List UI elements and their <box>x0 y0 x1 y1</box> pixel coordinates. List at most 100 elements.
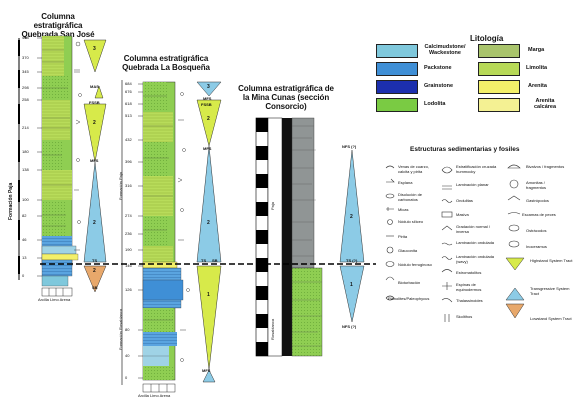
swatch-lodolita <box>376 98 418 112</box>
col1-symbols <box>74 41 82 251</box>
struct-c2-9: Thalassinoides <box>456 298 483 303</box>
tract-lst-label: Lowstand System Tract <box>530 316 572 321</box>
swatch-packstone <box>376 62 418 76</box>
swatch-limolita <box>478 62 520 76</box>
struct-c1-8: Bioturbación <box>398 280 421 285</box>
struct-c2-7: Estromatolitos <box>456 270 482 275</box>
col1-surf-ts: TS <box>92 258 98 263</box>
struct-c2-6: Laminación ondulada (wavy) <box>456 254 495 264</box>
tract-legend-shapes <box>505 257 525 319</box>
col1-surf-fssb: FSSB <box>89 100 100 105</box>
col1-tick-100: 100 <box>22 197 29 202</box>
struct-c1-6: Glauconita <box>398 248 418 253</box>
col1-surf-sb: SB <box>92 285 98 290</box>
col2-tickmarks <box>138 83 143 379</box>
col2-tick-40: 40 <box>125 353 130 358</box>
col2-tick-396: 396 <box>125 159 132 164</box>
col2-tick-236: 236 <box>125 231 132 236</box>
struct-c2-10: Skolithos <box>456 314 473 319</box>
label-grainstone: Grainstone <box>424 83 454 89</box>
col3-formation-rosablanca: Rosablanca <box>270 318 275 340</box>
struct-c2-5: Laminación ondulada <box>456 240 495 245</box>
col1-tick-82: 82 <box>22 213 27 218</box>
legend-title: Litología <box>470 34 504 43</box>
col1-footer-label: Arcilla Limo Arena <box>38 297 71 302</box>
col3-tri-2: 2 <box>350 214 353 220</box>
label-packstone: Packstone <box>424 65 452 71</box>
col3-surf-nfs-top: NFS (?) <box>342 144 357 149</box>
struct-c3-0: Bivalvos / fragmentos <box>526 164 565 169</box>
col2-surf-mfs2: MFS <box>203 146 212 151</box>
col2-tick-684: 684 <box>125 81 132 86</box>
col2-tick-274: 274 <box>125 213 132 218</box>
col2-formation-rosablanca: Formación Rosablanca <box>118 308 123 350</box>
col3-tri-1: 1 <box>350 282 353 288</box>
struct-c3-2: Gastrópodos <box>526 198 549 203</box>
tract-hst-label: Highstand System Tract <box>530 258 573 263</box>
col1-triangles <box>83 39 107 293</box>
struct-c1-4: Nódulo silíceo <box>398 219 424 224</box>
col2-tick-513: 513 <box>125 113 132 118</box>
struct-c2-1: Laminación planar <box>456 182 489 187</box>
col1-tick-298: 298 <box>22 85 29 90</box>
col1-tri-2a: 2 <box>93 120 96 126</box>
struct-c3-3: Escamas de peces <box>522 212 556 217</box>
swatch-calcimudstone <box>376 44 418 58</box>
col1-scale <box>18 38 20 280</box>
col2-tick-146: 146 <box>125 263 132 268</box>
col1-tick-46: 46 <box>22 237 27 242</box>
structure-symbols <box>385 164 521 322</box>
col2-tick-316: 316 <box>125 183 132 188</box>
col1-lithology <box>41 35 79 287</box>
col1-tick-13: 13 <box>22 255 27 260</box>
col2-tick-0: 0 <box>125 375 128 380</box>
col2-lithology <box>142 81 184 381</box>
col1-tri-3: 3 <box>93 46 96 52</box>
col1-tick-180: 180 <box>22 149 29 154</box>
col2-formation-paja: Formación Paja <box>118 171 123 200</box>
struct-c1-7: Nódulo ferruginoso <box>398 262 432 267</box>
struct-c1-0: Venas de cuarzo, calcita y pirita <box>398 164 429 174</box>
struct-c1-3: Micas <box>398 207 409 212</box>
col1-tick-258: 258 <box>22 97 29 102</box>
struct-c1-5: Pirita <box>398 234 408 239</box>
col1-tri-2b: 2 <box>93 220 96 226</box>
col2-footer-label: Arcilla Limo Arena <box>138 393 171 398</box>
col2-tri-2a: 2 <box>207 116 210 122</box>
col3-surf-ts: TS (?) <box>346 258 358 263</box>
struct-c1-9: Planolites/Paleophycus <box>388 296 430 301</box>
col3-lithology <box>255 117 323 357</box>
col2-tick-676: 676 <box>125 89 132 94</box>
struct-c3-1: Amonitas / fragmentos <box>526 180 547 190</box>
col1-surf-mfs1: MAS <box>90 84 99 89</box>
col1-surf-mfs2: MFS <box>90 158 99 163</box>
col1-tick-408: 408 <box>22 35 29 40</box>
col2-tri-2b: 2 <box>207 220 210 226</box>
col3-formation-paja: Paja <box>270 201 275 210</box>
col2-surf-ts: TS <box>201 258 207 263</box>
structures-title: Estructuras sedimentarias y fosiles <box>410 146 520 153</box>
col2-tick-432: 432 <box>125 137 132 142</box>
col1-tick-345: 345 <box>22 69 29 74</box>
col1-tick-214: 214 <box>22 125 29 130</box>
col2-tri-1: 1 <box>207 292 210 298</box>
col1-formation-label: Formación Paja <box>8 182 14 220</box>
col2-triangles <box>196 81 222 383</box>
col3-surf-nfs-bottom: NFS (?) <box>342 324 357 329</box>
struct-c2-2: Ondulitas <box>456 198 473 203</box>
col2-surf-fssb: FSSB <box>201 102 212 107</box>
struct-c3-5: Inoceramus <box>526 244 547 249</box>
col2-tick-126: 126 <box>125 287 132 292</box>
col2-tick-190: 190 <box>125 247 132 252</box>
col1-tri-2c: 2 <box>93 268 96 274</box>
col2-symbols <box>177 92 190 362</box>
struct-c1-2: Disolución de carbonatos <box>398 192 423 202</box>
struct-c2-3: Masiva <box>456 212 469 217</box>
col1-title: Columna estratigráfica Quebrada San José <box>21 12 95 39</box>
col2-surf-mfs3: MFS <box>202 368 211 373</box>
col1-footer <box>41 287 73 297</box>
col1-tick-138: 138 <box>22 167 29 172</box>
col3-title: Columna estratigráfica de la Mina Cunas … <box>238 84 334 111</box>
struct-c2-8: Espinas de equinodermos <box>456 282 482 292</box>
